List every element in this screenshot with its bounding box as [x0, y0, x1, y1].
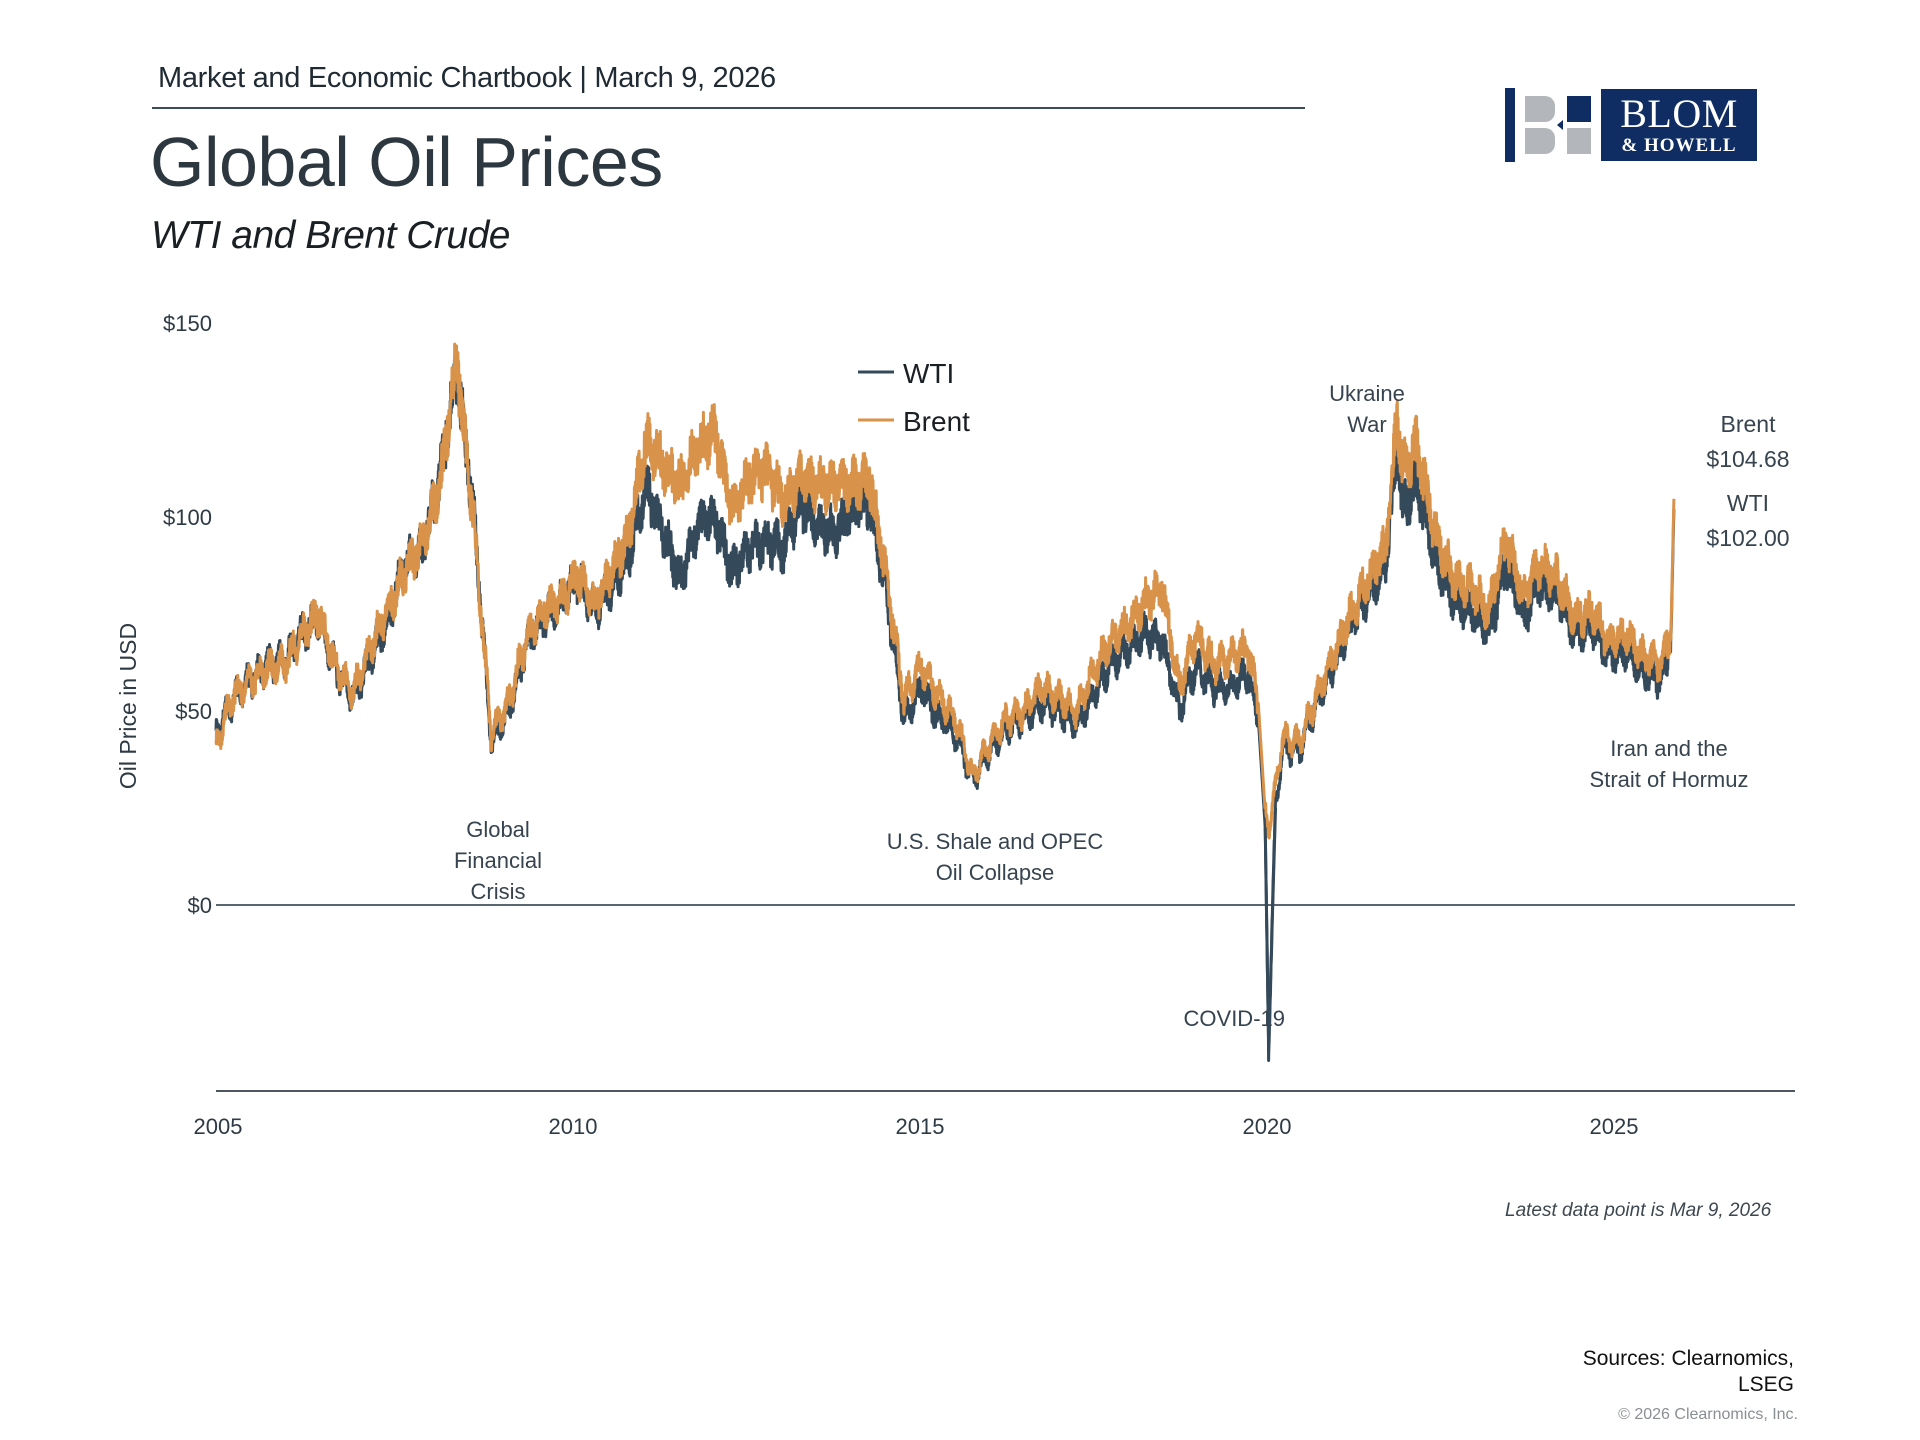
x-tick-label: 2005: [194, 1114, 243, 1139]
logo-line-2: & HOWELL: [1621, 135, 1737, 156]
logo-arrow-icon: [1557, 120, 1563, 130]
legend-brent-label: Brent: [903, 406, 970, 437]
page-subtitle: WTI and Brent Crude: [151, 214, 510, 257]
logo-square-bottom-icon: [1567, 128, 1591, 154]
end-label-brent: Brent: [1721, 411, 1777, 437]
end-labels: Brent $104.68 WTI $102.00: [1706, 411, 1789, 551]
y-tick-label: $50: [175, 699, 212, 724]
logo-b-top-icon: [1525, 96, 1555, 122]
annotation-label: U.S. Shale and OPEC Oil Collapse: [887, 829, 1104, 885]
y-tick-label: $100: [163, 505, 212, 530]
x-tick-label: 2015: [896, 1114, 945, 1139]
sources-note: Sources: Clearnomics, LSEG: [1583, 1346, 1794, 1398]
logo-bar-icon: [1505, 88, 1515, 162]
x-axis-ticks: 2005 2010 2015 2020 2025: [194, 1114, 1639, 1139]
chartbook-header: Market and Economic Chartbook | March 9,…: [158, 62, 776, 94]
y-axis-title: Oil Price in USD: [115, 623, 141, 789]
axes: [216, 904, 1795, 1092]
logo-b-bottom-icon: [1525, 128, 1555, 154]
blom-howell-logo: BLOM & HOWELL: [1505, 88, 1757, 162]
annotation-label: Ukraine War: [1329, 381, 1405, 437]
latest-data-note: Latest data point is Mar 9, 2026: [1505, 1200, 1772, 1221]
x-tick-label: 2025: [1590, 1114, 1639, 1139]
copyright-note: © 2026 Clearnomics, Inc.: [1618, 1406, 1798, 1423]
wti-covid-spike: [1263, 807, 1278, 1049]
x-tick-label: 2020: [1243, 1114, 1292, 1139]
end-value-brent: $104.68: [1706, 446, 1789, 472]
end-value-wti: $102.00: [1706, 525, 1789, 551]
x-tick-label: 2010: [549, 1114, 598, 1139]
annotation-label: Global Financial Crisis: [454, 817, 542, 904]
logo-wordmark: BLOM & HOWELL: [1601, 89, 1757, 161]
series-lines: [214, 342, 1676, 1062]
legend-wti-label: WTI: [903, 358, 954, 389]
y-tick-label: $0: [188, 893, 212, 918]
end-label-wti: WTI: [1727, 490, 1769, 516]
annotation-label: Iran and the Strait of Hormuz: [1590, 736, 1749, 792]
annotation-label: COVID-19: [1184, 1006, 1285, 1031]
page-title: Global Oil Prices: [150, 123, 663, 201]
legend: WTI Brent: [858, 358, 970, 437]
logo-line-1: BLOM: [1620, 91, 1738, 136]
sources-line-1: Sources: Clearnomics,: [1582, 1347, 1794, 1370]
logo-square-top-icon: [1567, 96, 1591, 122]
y-tick-label: $150: [163, 311, 212, 336]
sources-line-2: LSEG: [1737, 1373, 1794, 1396]
annotations: Global Financial Crisis U.S. Shale and OPEC…: [454, 381, 1748, 1031]
series-line-brent: [214, 342, 1676, 840]
y-axis-ticks: $0 $50 $100 $150: [163, 311, 212, 918]
header-divider: [152, 107, 1305, 109]
